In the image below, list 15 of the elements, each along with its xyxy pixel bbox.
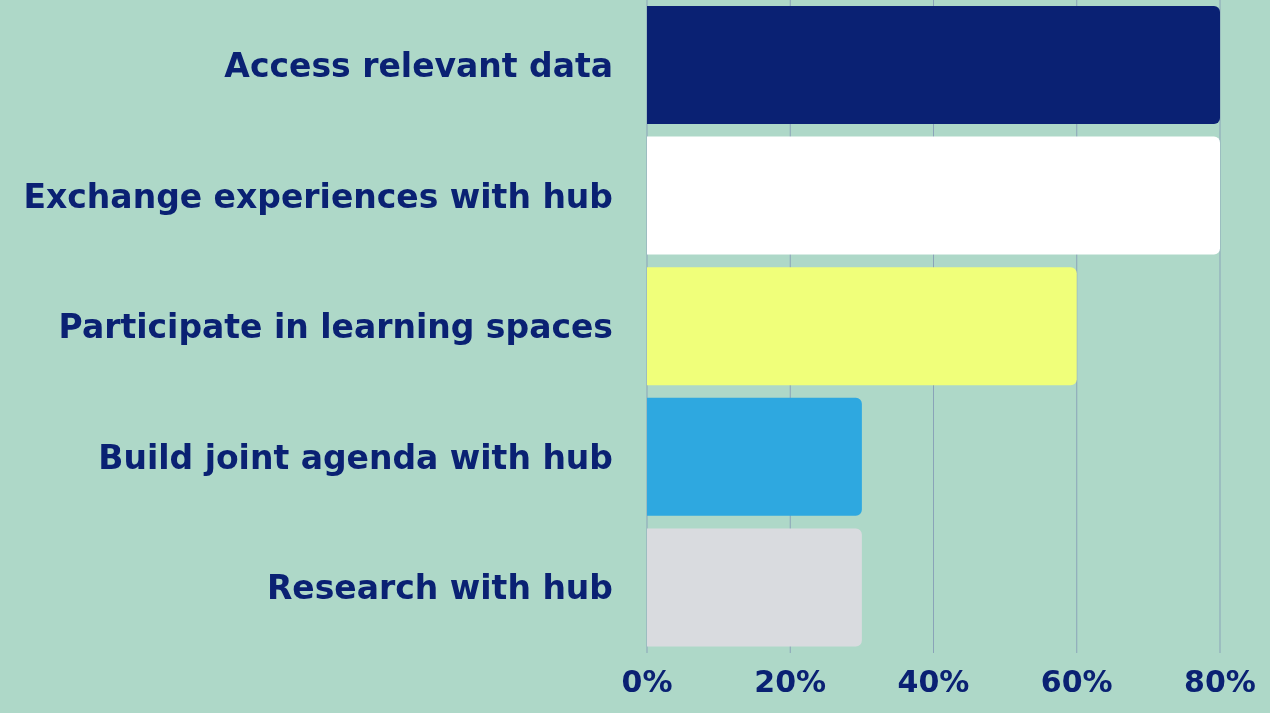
y-tick-label: Research with hub	[266, 568, 613, 608]
bar	[647, 136, 1220, 255]
bar	[647, 528, 862, 647]
y-tick-label: Access relevant data	[224, 46, 613, 86]
bar	[647, 6, 1220, 124]
x-tick-label: 0%	[621, 664, 673, 700]
x-tick-label: 40%	[897, 664, 970, 700]
y-tick-label: Build joint agenda with hub	[98, 437, 613, 477]
x-tick-label: 80%	[1184, 664, 1256, 700]
bar	[647, 267, 1077, 386]
x-tick-label: 20%	[754, 664, 827, 700]
y-tick-label: Exchange experiences with hub	[23, 176, 613, 216]
bar	[647, 397, 862, 516]
y-tick-label: Participate in learning spaces	[58, 307, 613, 347]
x-tick-label: 60%	[1040, 664, 1113, 700]
